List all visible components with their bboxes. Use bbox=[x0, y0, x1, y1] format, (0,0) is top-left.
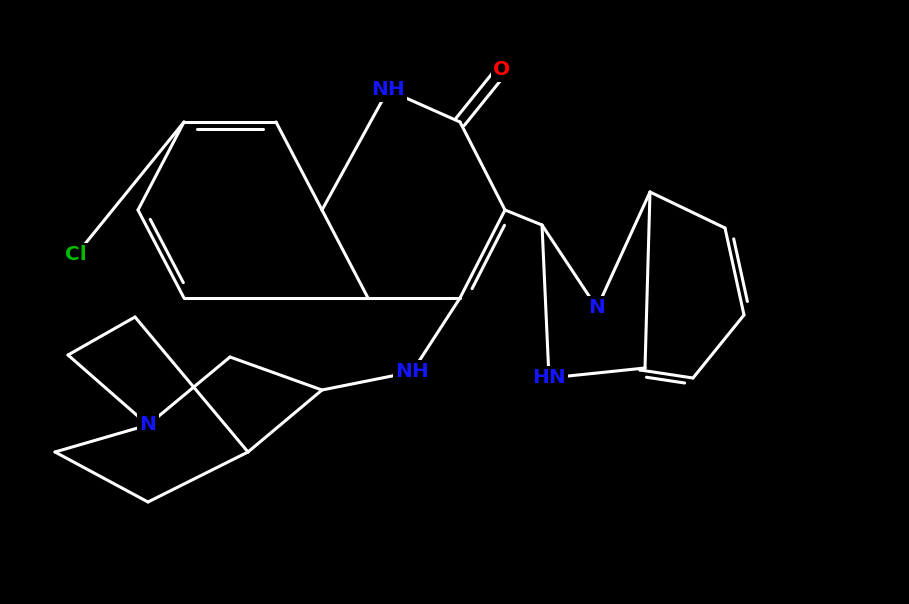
Text: N: N bbox=[588, 298, 605, 318]
Text: O: O bbox=[494, 60, 511, 80]
Text: NH: NH bbox=[395, 362, 429, 382]
Text: Cl: Cl bbox=[65, 245, 87, 265]
Text: NH: NH bbox=[371, 80, 405, 100]
Text: HN: HN bbox=[532, 368, 566, 388]
Text: N: N bbox=[140, 416, 156, 434]
